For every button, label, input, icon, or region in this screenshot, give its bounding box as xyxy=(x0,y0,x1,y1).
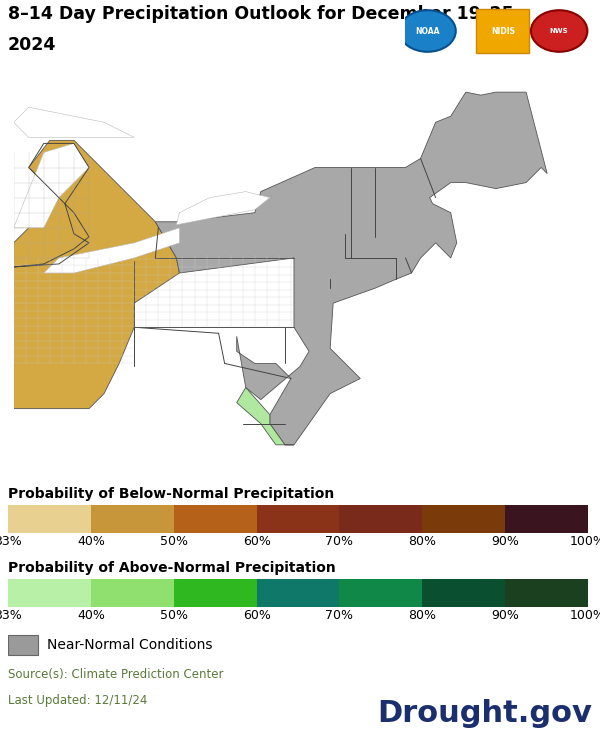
Bar xyxy=(91,579,174,607)
Text: 40%: 40% xyxy=(77,535,105,548)
Polygon shape xyxy=(236,387,294,445)
Text: NIDIS: NIDIS xyxy=(491,26,515,35)
Text: 90%: 90% xyxy=(491,609,519,621)
Bar xyxy=(505,505,588,533)
Text: 50%: 50% xyxy=(160,535,188,548)
Text: 80%: 80% xyxy=(408,535,436,548)
Bar xyxy=(174,579,257,607)
Text: 40%: 40% xyxy=(77,609,105,621)
Bar xyxy=(8,635,38,655)
Text: Probability of Below-Normal Precipitation: Probability of Below-Normal Precipitatio… xyxy=(8,487,334,501)
Bar xyxy=(257,505,340,533)
FancyBboxPatch shape xyxy=(476,10,529,53)
Text: 70%: 70% xyxy=(325,535,353,548)
Text: 33%: 33% xyxy=(0,535,22,548)
Text: NOAA: NOAA xyxy=(415,26,440,35)
Text: Near-Normal Conditions: Near-Normal Conditions xyxy=(47,638,212,652)
Bar xyxy=(340,505,422,533)
Text: 80%: 80% xyxy=(408,609,436,621)
Text: 70%: 70% xyxy=(325,609,353,621)
Polygon shape xyxy=(14,107,134,138)
Text: Probability of Above-Normal Precipitation: Probability of Above-Normal Precipitatio… xyxy=(8,561,336,575)
Bar xyxy=(8,579,91,607)
Bar xyxy=(174,505,257,533)
Bar xyxy=(422,505,505,533)
Polygon shape xyxy=(14,141,179,408)
Text: Last Updated: 12/11/24: Last Updated: 12/11/24 xyxy=(8,695,148,707)
Text: Source(s): Climate Prediction Center: Source(s): Climate Prediction Center xyxy=(8,668,223,681)
Polygon shape xyxy=(155,92,547,445)
Text: 33%: 33% xyxy=(0,609,22,621)
Bar xyxy=(505,579,588,607)
Bar xyxy=(91,505,174,533)
Text: 50%: 50% xyxy=(160,609,188,621)
Polygon shape xyxy=(44,228,179,273)
Text: 60%: 60% xyxy=(242,535,271,548)
Ellipse shape xyxy=(400,10,456,52)
Bar xyxy=(340,579,422,607)
Polygon shape xyxy=(14,143,89,228)
Bar xyxy=(422,579,505,607)
Text: 100%: 100% xyxy=(570,609,600,621)
Text: 60%: 60% xyxy=(242,609,271,621)
Text: NWS: NWS xyxy=(550,28,568,34)
Ellipse shape xyxy=(531,10,587,52)
Text: Drought.gov: Drought.gov xyxy=(377,699,592,728)
Polygon shape xyxy=(176,192,270,225)
Text: 2024: 2024 xyxy=(8,36,56,53)
Bar xyxy=(8,505,91,533)
Text: 8–14 Day Precipitation Outlook for December 19–25,: 8–14 Day Precipitation Outlook for Decem… xyxy=(8,5,520,23)
Text: 100%: 100% xyxy=(570,535,600,548)
Bar xyxy=(257,579,340,607)
Text: 90%: 90% xyxy=(491,535,519,548)
